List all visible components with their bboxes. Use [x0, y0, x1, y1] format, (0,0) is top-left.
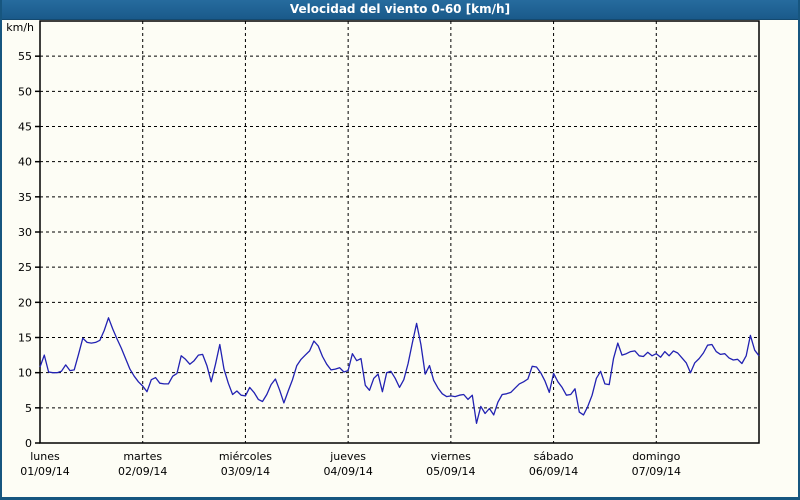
y-tick-label: 20	[18, 296, 32, 309]
chart-title: Velocidad del viento 0-60 [km/h]	[289, 2, 511, 16]
x-day-name-label: jueves	[329, 450, 366, 463]
wind-speed-series-line	[39, 317, 760, 424]
x-day-name-label: lunes	[30, 450, 60, 463]
x-day-date-label: 03/09/14	[221, 465, 270, 478]
y-tick-label: 50	[18, 85, 32, 98]
x-day-name-label: martes	[123, 450, 162, 463]
chart-title-bar: Velocidad del viento 0-60 [km/h]	[2, 0, 798, 20]
x-day-date-label: 07/09/14	[632, 465, 681, 478]
wind-speed-chart: 0 5 10 15 20 25 30 35 40 45 50 55 km/h lunes 01/09/14 m…	[6, 20, 760, 478]
x-day-name-label: domingo	[632, 450, 680, 463]
y-tick-label: 5	[25, 402, 32, 415]
x-day-name-label: viernes	[431, 450, 471, 463]
x-day-date-label: 02/09/14	[118, 465, 167, 478]
y-tick-label: 0	[25, 437, 32, 450]
y-axis-unit-label: km/h	[6, 21, 34, 34]
x-day-name-label: miércoles	[219, 450, 272, 463]
plot-frame	[39, 20, 760, 444]
y-tick-label: 15	[18, 332, 32, 345]
y-tick-label: 10	[18, 367, 32, 380]
x-day-date-label: 01/09/14	[20, 465, 69, 478]
x-day-name-label: sábado	[534, 450, 574, 463]
x-day-date-label: 06/09/14	[529, 465, 578, 478]
x-day-date-label: 04/09/14	[323, 465, 372, 478]
y-tick-label: 40	[18, 156, 32, 169]
y-tick-label: 55	[18, 50, 32, 63]
y-tick-label: 25	[18, 261, 32, 274]
x-day-date-label: 05/09/14	[426, 465, 475, 478]
y-tick-label: 45	[18, 121, 32, 134]
y-tick-label: 30	[18, 226, 32, 239]
y-tick-label: 35	[18, 191, 32, 204]
